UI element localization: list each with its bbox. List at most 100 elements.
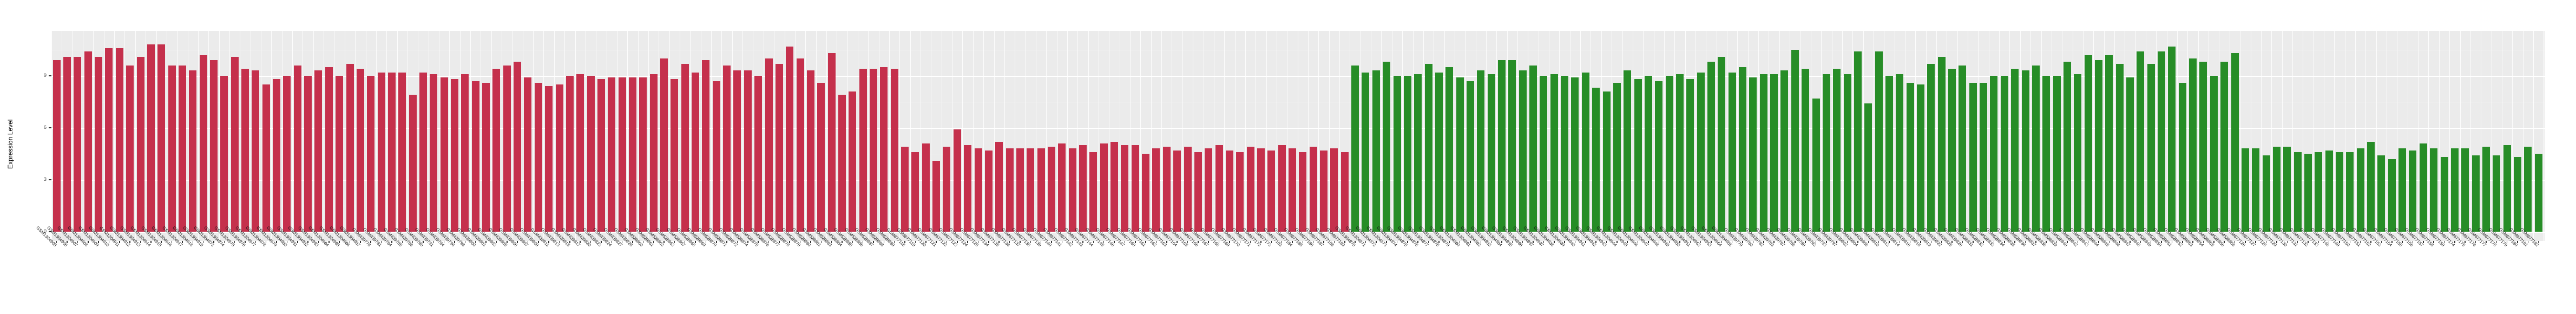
x-axis-tick (590, 241, 592, 243)
bar (786, 46, 794, 232)
x-axis-tick (1218, 241, 1220, 243)
x-axis-tick (276, 241, 277, 243)
bar (377, 72, 385, 232)
bar (241, 69, 249, 232)
gridline-vertical (1339, 31, 1340, 241)
x-axis-tick (98, 241, 99, 243)
x-axis-tick (1920, 241, 1921, 243)
bar (1780, 70, 1789, 232)
gridline-vertical (177, 31, 178, 241)
bar (1644, 76, 1652, 232)
x-axis-tick (1501, 241, 1502, 243)
x-axis-tick (558, 241, 560, 243)
gridline-vertical (1130, 31, 1131, 241)
bar (1383, 62, 1391, 232)
bar (587, 76, 595, 232)
bar (1529, 65, 1537, 232)
gridline-vertical (721, 31, 722, 241)
x-axis-tick (737, 241, 738, 243)
x-axis-tick (2286, 241, 2288, 243)
bar (430, 74, 438, 232)
gridline-vertical (51, 31, 52, 241)
x-axis-tick (1490, 241, 1492, 243)
bar (147, 44, 155, 232)
bar (1802, 69, 1810, 232)
x-axis-tick (1512, 241, 1513, 243)
gridline-vertical (1329, 31, 1330, 241)
bar (1194, 152, 1202, 232)
x-axis-tick (1417, 241, 1418, 243)
bar (932, 160, 941, 232)
x-axis-tick (1124, 241, 1126, 243)
x-axis-tick (443, 241, 445, 243)
bar (796, 58, 804, 232)
x-axis-tick (873, 241, 874, 243)
x-axis-tick (1533, 241, 1534, 243)
bar (471, 81, 479, 232)
bar (1812, 98, 1820, 232)
gridline-vertical (2522, 31, 2524, 241)
x-axis-tick (517, 241, 518, 243)
x-axis-tick (1292, 241, 1293, 243)
bar (974, 148, 982, 232)
x-axis-tick (475, 241, 476, 243)
bar (1728, 72, 1736, 232)
x-axis-tick (2255, 241, 2256, 243)
bar (1843, 74, 1851, 232)
bar (1456, 77, 1464, 232)
x-axis-tick (1784, 241, 1785, 243)
bar (880, 67, 888, 232)
bar (2315, 152, 2323, 232)
x-axis-tick (2046, 241, 2047, 243)
x-axis-tick (464, 241, 466, 243)
bar (1215, 145, 1223, 232)
bar (482, 82, 490, 232)
bar (838, 95, 846, 232)
x-axis-tick (1773, 241, 1775, 243)
bar (702, 60, 710, 232)
bar (1791, 50, 1799, 232)
x-axis-tick (255, 241, 257, 243)
x-axis-tick (1229, 241, 1230, 243)
gridline-vertical (1318, 31, 1319, 241)
y-axis-tick-label: 0 (43, 228, 47, 234)
x-axis-tick (1386, 241, 1387, 243)
gridline-vertical (1088, 31, 1089, 241)
x-axis-tick (2035, 241, 2036, 243)
gridline-vertical (2187, 31, 2189, 241)
bar (2524, 147, 2532, 232)
bar (2304, 154, 2312, 232)
bar (2283, 147, 2291, 232)
bar (1257, 148, 1265, 232)
bar (1875, 51, 1883, 232)
gridline-vertical (459, 31, 461, 241)
bar (2126, 77, 2134, 232)
x-axis-tick (2349, 241, 2351, 243)
bar (1581, 72, 1589, 232)
y-axis-tick (49, 75, 51, 76)
gridline-vertical (355, 31, 356, 241)
gridline-vertical (2470, 31, 2471, 241)
bar (1990, 76, 1998, 232)
x-axis-tick (2234, 241, 2236, 243)
bar (806, 70, 814, 232)
gridline-vertical (1444, 31, 1445, 241)
gridline-vertical (1685, 31, 1686, 241)
x-axis-tick (507, 241, 508, 243)
gridline-vertical (292, 31, 293, 241)
bar (2482, 147, 2490, 232)
x-axis-tick (2182, 241, 2183, 243)
x-axis-tick (1679, 241, 1680, 243)
bar (1822, 74, 1830, 232)
gridline-vertical (1852, 31, 1854, 241)
bar (576, 74, 584, 232)
bar (1393, 76, 1401, 232)
gridline-vertical (962, 31, 963, 241)
x-axis-tick (1700, 241, 1701, 243)
bar (1675, 74, 1684, 232)
bar (1225, 150, 1233, 232)
x-axis-tick (2297, 241, 2298, 243)
gridline-vertical (2449, 31, 2450, 241)
x-axis-tick (1082, 241, 1083, 243)
